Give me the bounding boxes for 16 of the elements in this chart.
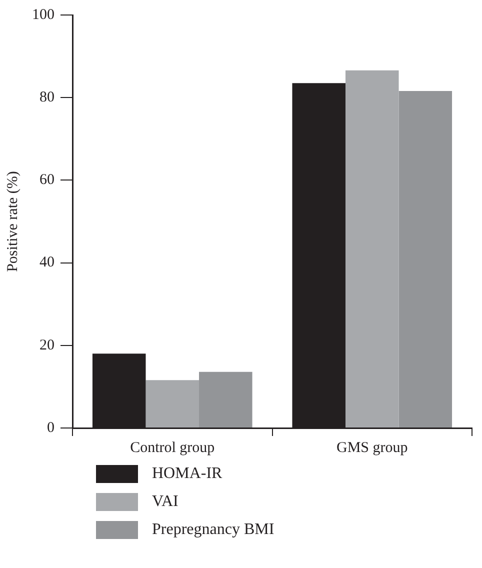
y-axis-title: Positive rate (%)	[4, 171, 21, 272]
y-tick-label: 60	[40, 172, 54, 188]
y-tick-label: 100	[32, 6, 54, 23]
bar	[345, 70, 399, 428]
bar	[398, 90, 452, 428]
x-tick-label: GMS group	[336, 440, 408, 456]
y-tick-label: 20	[40, 337, 54, 354]
x-tick-label: Control group	[130, 440, 215, 456]
bar	[199, 372, 252, 428]
legend-label: VAI	[152, 493, 178, 511]
y-tick-label: 40	[40, 254, 54, 271]
y-tick-label: 80	[40, 90, 54, 106]
legend-label: HOMA-IR	[152, 465, 222, 483]
legend-label: Prepregnancy BMI	[152, 521, 274, 539]
y-tick-label: 0	[47, 420, 54, 436]
bar	[146, 380, 200, 428]
